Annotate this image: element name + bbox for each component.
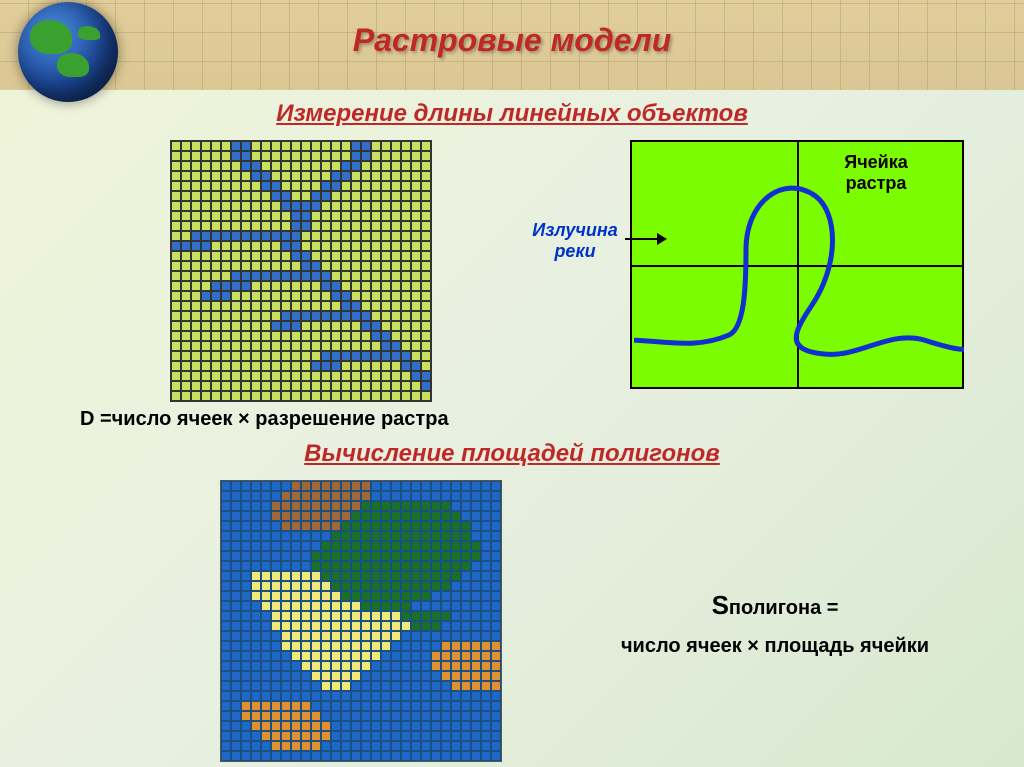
formula-area-line2: число ячеек × площадь ячейки — [621, 635, 929, 657]
river-label: Излучина реки — [520, 220, 630, 262]
section-heading-2: Вычисление площадей полигонов — [0, 440, 1024, 468]
cell-label-line1: Ячейка — [844, 152, 907, 172]
section-heading-1: Измерение длины линейных объектов — [0, 100, 1024, 128]
cell-label-line2: растра — [846, 173, 907, 193]
river-label-line1: Излучина — [532, 220, 617, 240]
cell-label: Ячейка растра — [806, 152, 946, 194]
formula-length: D =число ячеек × разрешение растра — [80, 408, 449, 431]
formula-area: Sполигона = число ячеек × площадь ячейки — [565, 590, 985, 658]
formula-area-S: S — [712, 590, 729, 620]
river-label-line2: реки — [554, 241, 595, 261]
raster-grid-linear — [170, 140, 432, 402]
raster-grid-polygon — [220, 480, 502, 762]
formula-area-sub: полигона = — [729, 597, 839, 619]
arrow-icon — [625, 238, 665, 240]
slide-title: Растровые модели — [0, 22, 1024, 59]
grid-hline — [632, 265, 962, 267]
